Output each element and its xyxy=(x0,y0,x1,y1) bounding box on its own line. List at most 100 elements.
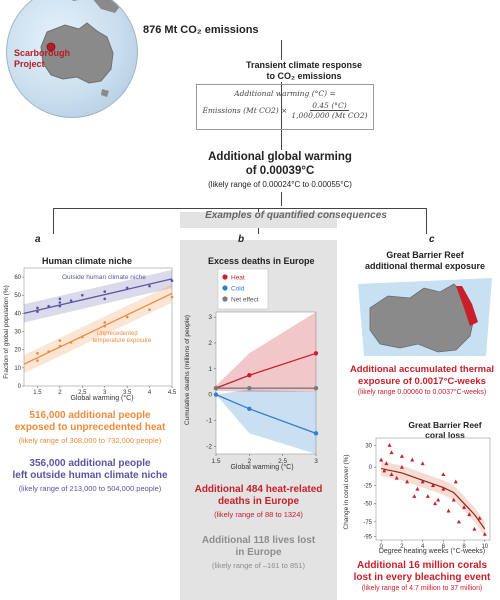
panel-b-xtick-label: 3 xyxy=(314,458,318,465)
panel-b-point xyxy=(313,351,319,356)
panel-b-ytick-label: 3 xyxy=(208,314,212,321)
panel-c-plot-area xyxy=(375,437,491,541)
panel-b-xtick-label: 2.5 xyxy=(278,458,287,465)
panel-a-ytick-label: 0 xyxy=(18,384,22,390)
panel-a-ytick-label: 30 xyxy=(14,330,21,336)
panel-a-point xyxy=(36,352,39,355)
panel-b-xtick-label: 2 xyxy=(248,458,252,465)
panel-c-point xyxy=(389,472,394,477)
panel-b-point xyxy=(313,385,319,391)
panel-c-point xyxy=(472,526,477,531)
panel-c-point xyxy=(415,486,420,491)
panel-a-point xyxy=(58,301,62,304)
panel-c-point xyxy=(433,501,438,506)
panel-b-xtick-label: 1.5 xyxy=(211,458,220,465)
panel-c-point xyxy=(451,497,456,502)
legend-net-label: Net effect xyxy=(231,297,259,304)
panel-c-point xyxy=(399,454,404,458)
panel-c-point xyxy=(379,457,384,462)
panel-c-stat-exposure: Additional accumulated thermal exposure … xyxy=(349,364,495,396)
emissions-label: 876 Mt CO₂ emissions xyxy=(143,24,259,36)
panel-c-point xyxy=(482,531,487,536)
panel-b-ytick-label: 1 xyxy=(208,366,212,373)
panel-a-point xyxy=(103,297,107,301)
panel-c-xtick-label: 10 xyxy=(481,544,488,550)
panel-b-ytick-label: 2 xyxy=(208,340,212,347)
australia-map-icon xyxy=(40,0,121,97)
panel-b-ylabel: Cumulative deaths (millions of people) xyxy=(184,315,191,425)
panel-a-xtick-label: 4 xyxy=(148,390,152,396)
project-label: Scarborough Project xyxy=(14,48,71,69)
panel-b-point xyxy=(247,385,252,391)
reef-highlight-icon xyxy=(456,286,478,326)
panel-c-xtick-label: 0 xyxy=(380,544,384,550)
panel-c-point xyxy=(389,450,394,455)
panel-a-ytick-label: 20 xyxy=(14,348,21,354)
panel-c-point xyxy=(399,464,404,469)
panel-a-point xyxy=(36,310,39,313)
panel-c-point xyxy=(405,479,410,484)
panel-a-plot-area xyxy=(23,267,173,387)
panel-c-ylabel: Change in coral cover (%) xyxy=(343,454,350,529)
panel-c-ytick-label: -75 xyxy=(363,520,372,526)
panel-c-title: Great Barrier Reef additional thermal ex… xyxy=(364,250,486,271)
panel-a-xtick-label: 1.5 xyxy=(33,390,42,396)
panel-a-chart: 0 10 20 30 40 50 60 1.5 2 2.5 3 3.5 4 4.5 Fraction of… xyxy=(3,267,177,402)
panel-a-point xyxy=(170,279,174,283)
panel-c-point xyxy=(412,494,417,498)
panel-a-point xyxy=(103,324,107,328)
panel-a-xlabel: Global warming (°C) xyxy=(70,394,133,402)
panel-a-stat-unprecedented: 516,000 additional people exposed to unp… xyxy=(14,410,166,445)
panel-c-point xyxy=(382,468,387,473)
panel-b-ytick-label: -2 xyxy=(206,443,212,450)
panel-a-point xyxy=(36,359,39,362)
panel-b-xlabel: Global warming (°C) xyxy=(230,463,293,471)
globe-map xyxy=(6,0,138,118)
panel-b-point xyxy=(247,406,252,412)
panel-a-point xyxy=(125,315,129,319)
panel-a-point xyxy=(58,297,62,301)
panel-a-point xyxy=(148,284,151,288)
panel-c-xtick-label: 6 xyxy=(442,544,446,550)
panel-a-point xyxy=(69,299,73,302)
panel-b-point xyxy=(213,392,219,397)
examples-heading: Examples of quantified consequences xyxy=(205,210,387,221)
panel-c-point xyxy=(394,475,399,480)
panel-a-stat-niche: 356,000 additional people left outside h… xyxy=(12,458,168,493)
panel-a-point xyxy=(47,350,50,353)
panel-a-point xyxy=(170,295,174,299)
panel-a-title: Human climate niche xyxy=(42,256,133,266)
panel-c-point xyxy=(410,457,415,462)
branch-line xyxy=(53,208,427,209)
flow-line-vertical xyxy=(281,40,282,156)
legend-net-marker xyxy=(222,296,228,302)
legend-heat-marker xyxy=(222,274,228,280)
panel-c-fit-line xyxy=(381,468,486,530)
panel-a-point xyxy=(81,293,84,297)
panel-c-xtick-label: 2 xyxy=(400,544,404,550)
panel-c-xlabel: Degree heating weeks (°C-weeks) xyxy=(379,547,485,555)
panel-a-ytick-label: 50 xyxy=(14,293,21,299)
panel-a-letter: a xyxy=(35,234,41,245)
panel-c-point xyxy=(446,508,451,513)
panel-a-point xyxy=(81,335,84,339)
project-marker-icon xyxy=(46,42,56,52)
panel-b-point xyxy=(213,385,219,391)
panel-c-point xyxy=(420,479,425,484)
panel-c-ytick-label: -50 xyxy=(363,502,372,508)
panel-c-point xyxy=(420,461,425,466)
panel-a-point xyxy=(103,321,107,324)
panel-c-point xyxy=(467,512,472,517)
panel-b-stat-heat: Additional 484 heat-related deaths in Eu… xyxy=(194,484,323,519)
panel-c-point xyxy=(477,515,482,520)
panel-c-point xyxy=(453,479,458,484)
panel-c-letter: c xyxy=(429,234,435,245)
panel-b-plot-area xyxy=(215,311,317,455)
panel-a-xtick-label: 3.5 xyxy=(123,390,132,396)
panel-b-legend: Heat Cold Net effect xyxy=(217,268,269,310)
panel-c-point xyxy=(384,461,389,466)
panel-b-title: Excess deaths in Europe xyxy=(208,256,315,266)
panel-c-ytick-label: 0 xyxy=(369,465,373,471)
panel-a-ytick-label: 10 xyxy=(14,366,21,372)
panel-c-ytick-label: 30 xyxy=(365,443,372,449)
